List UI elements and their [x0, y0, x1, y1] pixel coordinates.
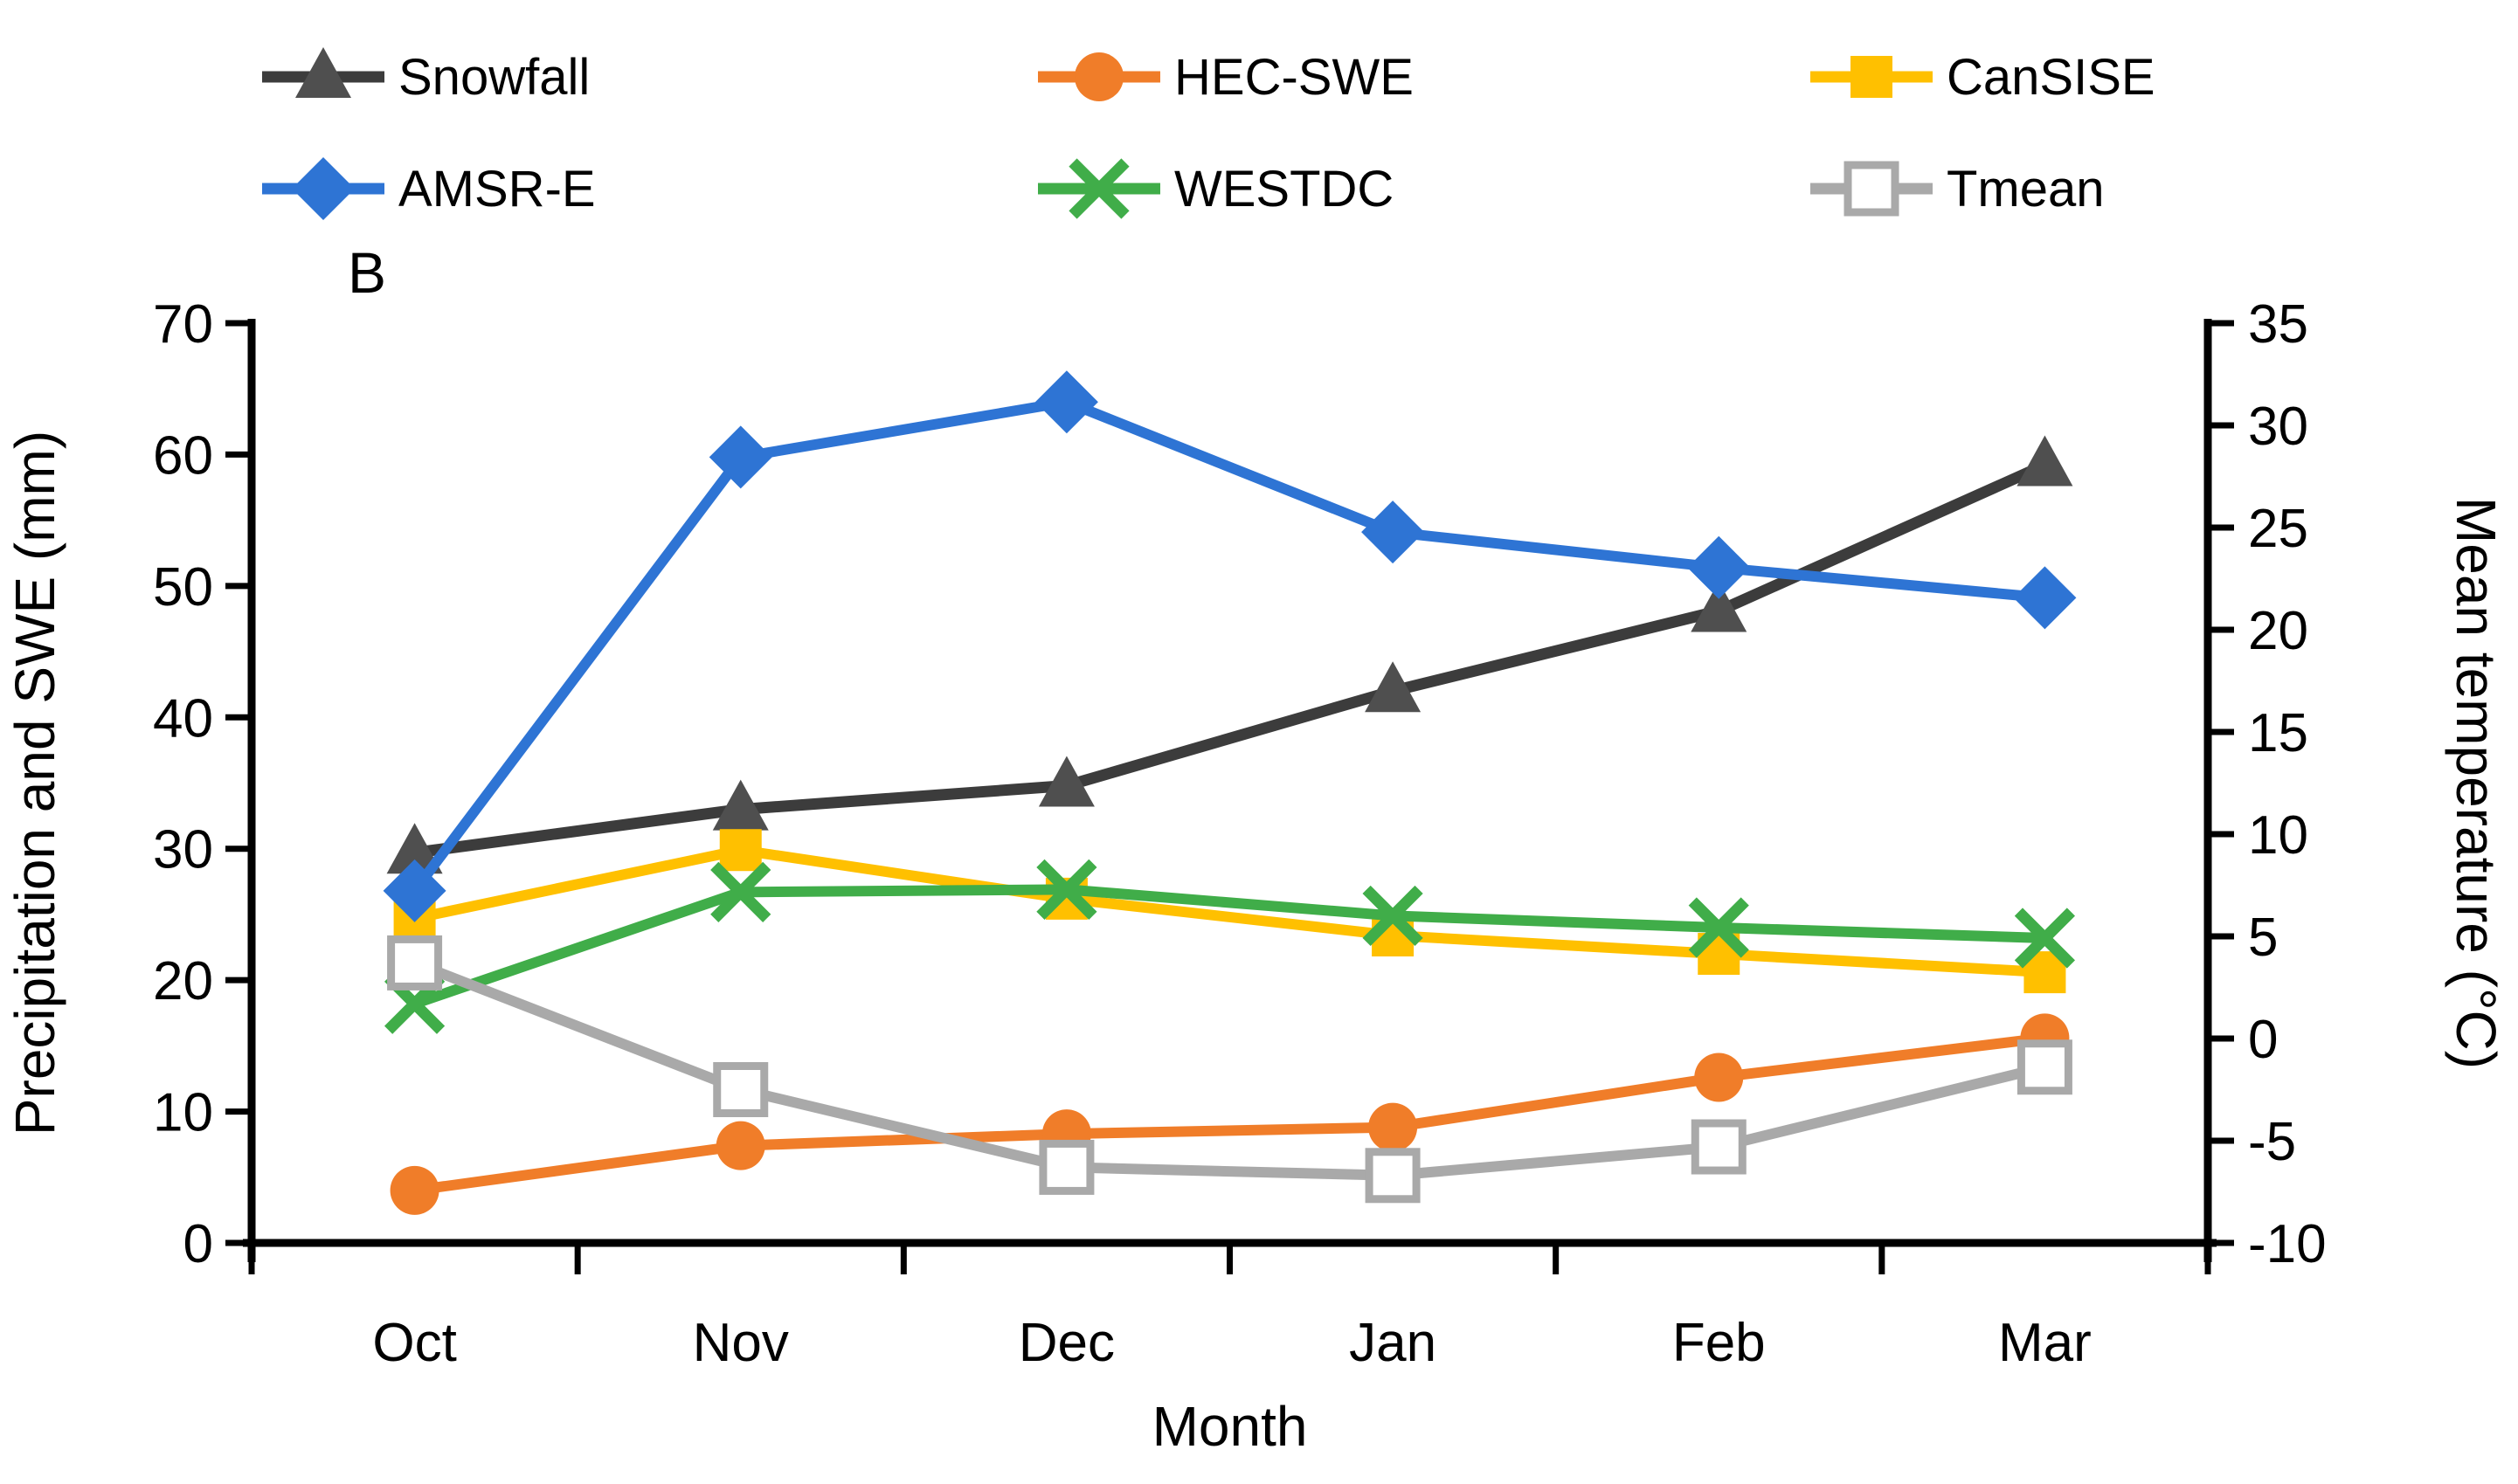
series-Tmean-marker — [713, 1062, 769, 1117]
series-AMSR-E-marker — [1034, 370, 1098, 434]
series-AMSR-E-marker — [1687, 535, 1751, 599]
y-axis-right-tick-label: 25 — [2248, 499, 2308, 559]
series-WESTDC-marker — [1036, 859, 1097, 920]
legend-label-Snowfall: Snowfall — [398, 49, 590, 106]
series-HEC-SWE-marker — [716, 1121, 765, 1170]
month-label: Nov — [693, 1313, 789, 1373]
y-axis-right-tick-label: 15 — [2248, 703, 2308, 763]
y-axis-right-tick-label: 0 — [2248, 1010, 2278, 1070]
series-Snowfall-marker — [2016, 435, 2073, 487]
series-Snowfall-marker — [386, 823, 443, 874]
series-Tmean-line — [412, 957, 2046, 1181]
series-Snowfall-marker — [1038, 756, 1095, 807]
y-axis-left-tick-label: 0 — [183, 1214, 213, 1274]
y-axis-left-tick-label: 60 — [153, 425, 213, 486]
series-Tmean-marker — [2016, 1039, 2072, 1095]
legend-square-icon — [1850, 56, 1892, 98]
legend-x-icon — [1069, 158, 1130, 219]
series-AMSR-E-line — [410, 397, 2045, 894]
series-WESTDC-marker — [710, 861, 771, 922]
y-axis-right-tick-label: 10 — [2248, 805, 2308, 866]
y-axis-title-left: Precipitation and SWE (mm) — [3, 431, 66, 1135]
series-CanSISE-line — [413, 845, 2045, 978]
legend-label-Tmean: Tmean — [1947, 161, 2105, 217]
series-Tmean-marker — [1691, 1119, 1747, 1175]
panel-label: B — [348, 240, 386, 305]
y-axis-right-tick-label: -5 — [2248, 1112, 2296, 1172]
y-axis-title-right: Mean temperature (°C) — [2445, 497, 2508, 1069]
series-HEC-SWE-line — [413, 1032, 2046, 1196]
y-axis-left-tick-label: 70 — [153, 294, 213, 355]
x-axis-title: Month — [1152, 1395, 1308, 1458]
legend-diamond-icon — [292, 157, 355, 220]
series-Tmean-marker — [387, 935, 443, 990]
series-Snowfall-marker — [1365, 661, 1422, 713]
legend-label-WESTDC: WESTDC — [1174, 161, 1394, 217]
month-label: Dec — [1019, 1313, 1115, 1373]
month-label: Jan — [1349, 1313, 1436, 1373]
y-axis-left-tick-label: 20 — [153, 951, 213, 1011]
series-Snowfall-line — [413, 459, 2048, 859]
series-HEC-SWE-marker — [390, 1165, 439, 1215]
y-axis-right-tick-label: 30 — [2248, 397, 2308, 457]
series-WESTDC-line — [412, 884, 2045, 1009]
y-axis-left-tick-label: 10 — [153, 1083, 213, 1143]
series-WESTDC-marker — [1362, 885, 1423, 947]
legend-triangle-icon — [295, 47, 351, 98]
series-AMSR-E-marker — [709, 425, 772, 489]
series-AMSR-E-marker — [1361, 500, 1425, 564]
series-WESTDC-marker — [2014, 908, 2076, 969]
legend-circle-icon — [1075, 52, 1124, 101]
series-AMSR-E-marker — [2013, 566, 2077, 630]
y-axis-right-tick-label: -10 — [2248, 1214, 2327, 1274]
series-Tmean-marker — [1039, 1139, 1095, 1195]
series-Tmean-marker — [1365, 1148, 1421, 1204]
series-HEC-SWE-marker — [1368, 1102, 1418, 1152]
month-label: Feb — [1672, 1313, 1766, 1373]
legend-open-square-icon — [1844, 161, 1899, 217]
series-HEC-SWE-marker — [1694, 1053, 1744, 1102]
legend-label-AMSR-E: AMSR-E — [398, 161, 596, 217]
series-WESTDC-marker — [1688, 897, 1749, 958]
series-Snowfall-marker — [1691, 581, 1747, 632]
y-axis-right-tick-label: 20 — [2248, 601, 2308, 661]
y-axis-left-tick-label: 30 — [153, 820, 213, 880]
series-Snowfall-marker — [712, 779, 769, 831]
y-axis-left-tick-label: 50 — [153, 557, 213, 618]
month-label: Oct — [372, 1313, 456, 1373]
month-label: Mar — [1998, 1313, 2092, 1373]
series-CanSISE-marker — [719, 829, 762, 872]
legend-label-CanSISE: CanSISE — [1947, 49, 2155, 106]
y-axis-right-tick-label: 35 — [2248, 294, 2308, 355]
y-axis-left-tick-label: 40 — [153, 688, 213, 749]
series-AMSR-E-marker — [383, 859, 446, 922]
y-axis-right-tick-label: 5 — [2248, 908, 2278, 968]
legend-label-HEC-SWE: HEC-SWE — [1174, 49, 1414, 106]
